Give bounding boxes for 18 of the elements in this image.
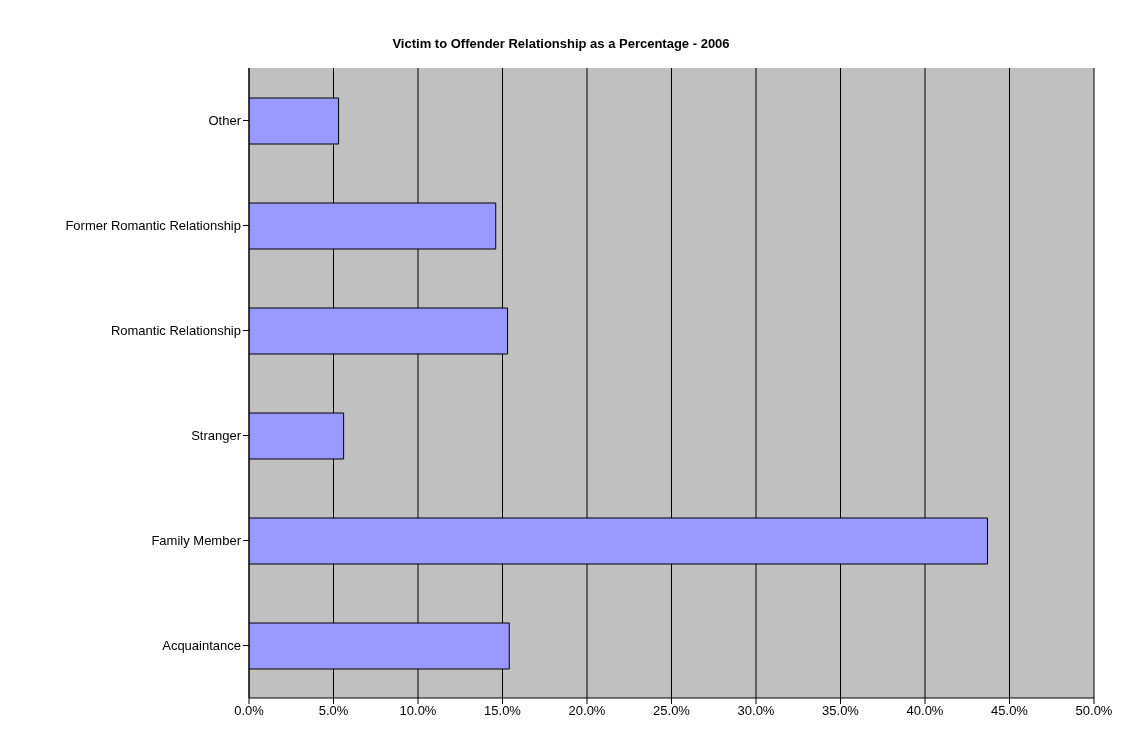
x-tick-label: 15.0% <box>484 703 522 719</box>
y-tick-label: Acquaintance <box>162 638 241 654</box>
x-tick-label: 50.0% <box>1075 703 1113 719</box>
x-tick-label: 35.0% <box>822 703 860 719</box>
y-tick-label: Former Romantic Relationship <box>65 218 241 234</box>
y-tick-label: Other <box>208 113 242 129</box>
chart-title: Victim to Offender Relationship as a Percentage - 2006 <box>391 35 731 53</box>
x-tick-label: 0.0% <box>234 703 265 719</box>
x-tick-label: 30.0% <box>737 703 775 719</box>
x-tick-label: 20.0% <box>568 703 606 719</box>
y-tick-label: Family Member <box>151 533 242 549</box>
x-tick-label: 40.0% <box>906 703 944 719</box>
x-tick-label: 5.0% <box>318 703 349 719</box>
x-tick-label: 25.0% <box>653 703 691 719</box>
x-tick-label: 10.0% <box>399 703 437 719</box>
x-tick-label: 45.0% <box>991 703 1029 719</box>
y-tick-label: Romantic Relationship <box>110 323 241 339</box>
y-tick-label: Stranger <box>191 428 242 444</box>
